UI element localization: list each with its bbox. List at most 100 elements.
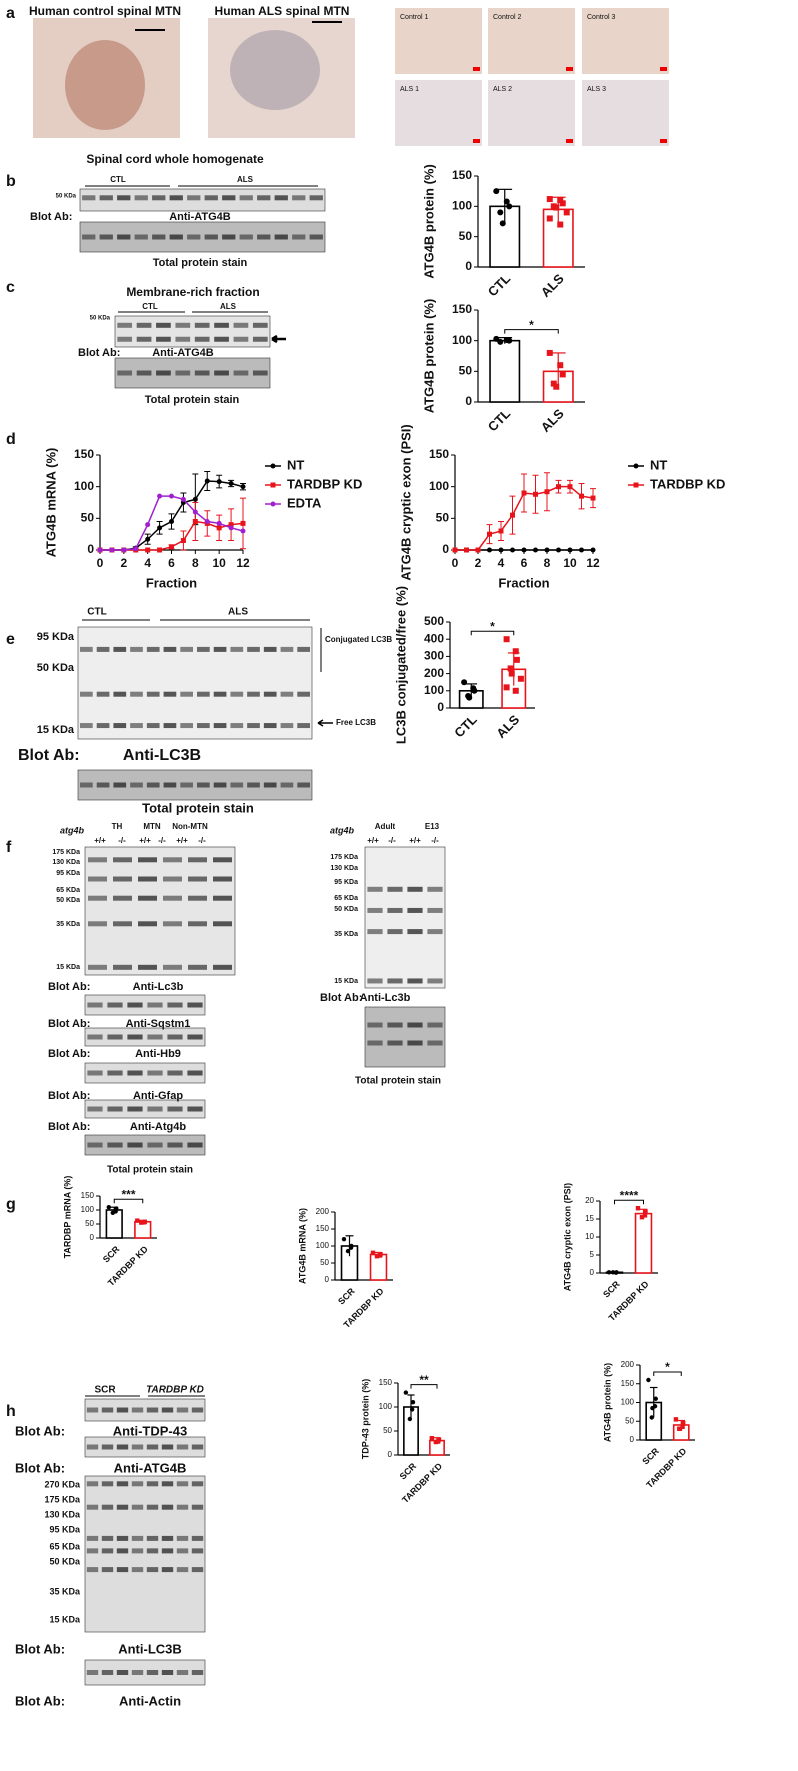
band xyxy=(167,1002,183,1008)
data-point xyxy=(407,1416,413,1422)
label: +/+ xyxy=(94,836,106,845)
label: 130 KDa xyxy=(44,1509,81,1519)
band xyxy=(161,1548,174,1554)
y-tick-label: 150 xyxy=(621,1379,635,1388)
band xyxy=(213,857,232,863)
label: b xyxy=(6,173,16,190)
band xyxy=(191,1567,204,1573)
band xyxy=(146,646,160,652)
band xyxy=(163,921,182,927)
data-point xyxy=(567,484,573,490)
band xyxy=(407,929,423,935)
label: 15 KDa xyxy=(56,964,80,971)
blot xyxy=(84,994,206,1016)
data-point xyxy=(216,520,222,526)
band xyxy=(88,921,107,927)
data-point xyxy=(157,493,163,499)
band xyxy=(130,691,143,697)
label: Anti-Hb9 xyxy=(135,1048,181,1060)
band xyxy=(214,370,229,376)
y-tick-label: 150 xyxy=(429,447,449,461)
band xyxy=(117,234,131,240)
band xyxy=(167,1034,183,1040)
band xyxy=(233,370,249,376)
label: atg4b xyxy=(60,825,85,835)
data-point xyxy=(506,203,513,210)
band xyxy=(146,1548,159,1554)
data-point xyxy=(141,1220,147,1225)
x-tick-label: 12 xyxy=(236,556,250,570)
label: SCR xyxy=(94,1385,116,1396)
label: a xyxy=(6,5,15,22)
label: Control 2 xyxy=(493,14,522,21)
band xyxy=(116,1670,129,1675)
band xyxy=(116,1481,129,1487)
band xyxy=(87,1034,103,1040)
band xyxy=(101,1407,114,1413)
band xyxy=(297,782,310,788)
label: 270 KDa xyxy=(44,1479,81,1489)
label: atg4b xyxy=(330,825,355,835)
y-tick-label: 100 xyxy=(424,683,444,697)
x-tick-label: SCR xyxy=(336,1286,357,1307)
label: ALS 1 xyxy=(400,86,419,93)
scale-bar xyxy=(566,67,573,71)
x-tick-label: 6 xyxy=(168,556,175,570)
band xyxy=(230,691,244,697)
band xyxy=(127,1002,143,1008)
label: 175 KDa xyxy=(52,849,80,856)
band xyxy=(113,646,127,652)
y-tick-label: 50 xyxy=(320,1258,329,1267)
legend-label: NT xyxy=(287,457,304,472)
band xyxy=(101,1670,114,1675)
label: 35 KDa xyxy=(56,921,80,928)
data-point xyxy=(556,484,561,490)
band xyxy=(180,782,193,788)
band xyxy=(107,1002,123,1008)
band xyxy=(263,723,277,729)
y-tick-label: 100 xyxy=(74,479,94,493)
y-tick-label: 5 xyxy=(590,1250,595,1259)
band xyxy=(187,195,201,201)
band xyxy=(152,195,166,201)
band xyxy=(213,782,227,788)
band xyxy=(163,691,177,697)
band xyxy=(138,964,157,970)
label: Non-MTN xyxy=(172,822,208,831)
data-point xyxy=(635,1206,641,1211)
label: MTN xyxy=(143,822,161,831)
label: 95 KDa xyxy=(37,631,75,643)
band xyxy=(146,691,160,697)
x-tick-label: 10 xyxy=(563,556,577,570)
y-tick-label: 400 xyxy=(424,631,444,645)
label: Blot Ab: xyxy=(48,981,90,993)
data-point xyxy=(546,196,553,203)
band xyxy=(113,921,132,927)
data-point xyxy=(240,484,246,490)
data-point xyxy=(429,1436,435,1441)
band xyxy=(247,782,260,788)
band xyxy=(187,1034,203,1040)
data-point xyxy=(553,383,560,390)
blot xyxy=(84,1436,206,1458)
label: Anti-Actin xyxy=(119,1693,181,1708)
data-point xyxy=(521,490,527,496)
band xyxy=(213,921,232,927)
label: Blot Ab: xyxy=(30,211,72,223)
data-point xyxy=(240,528,246,534)
band xyxy=(88,876,107,882)
y-tick-label: 100 xyxy=(452,333,472,347)
band xyxy=(167,1070,183,1076)
y-tick-label: 0 xyxy=(630,1435,635,1444)
band xyxy=(131,1567,144,1573)
band xyxy=(197,691,210,697)
band xyxy=(138,857,157,863)
band xyxy=(180,646,193,652)
data-point xyxy=(503,684,510,691)
y-tick-label: 150 xyxy=(379,1378,393,1387)
neuron xyxy=(230,30,320,110)
data-point xyxy=(157,547,163,553)
scale-bar xyxy=(566,139,573,143)
data-point xyxy=(228,481,234,486)
label: Blot Ab: xyxy=(15,1641,65,1656)
